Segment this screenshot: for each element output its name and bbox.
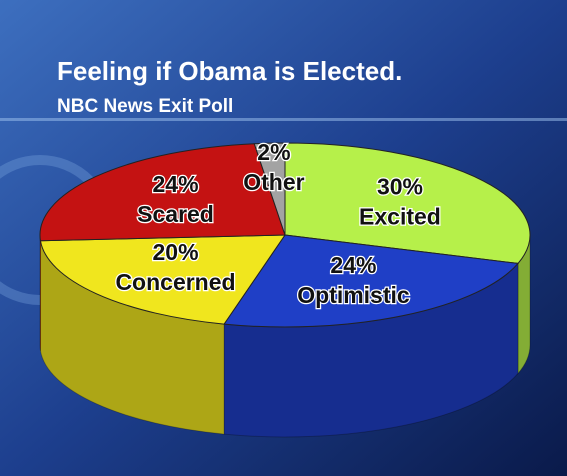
value-label: 2% [257, 139, 290, 165]
slice [39, 143, 286, 242]
value-label: 20% [152, 239, 198, 265]
chart-subtitle: NBC News Exit Poll [57, 96, 233, 117]
slice [223, 234, 520, 328]
slice [253, 142, 286, 236]
labels: 30% Excited 24% Optimistic 20% Concerned 24% Sc… [114, 138, 442, 309]
chart-title: Feeling if Obama is Elected. [57, 56, 402, 86]
pie [39, 142, 531, 438]
category-label: Scared [137, 201, 214, 227]
value-label: 24% [152, 171, 198, 197]
slice [284, 142, 531, 264]
category-label: Concerned [115, 269, 235, 295]
stripe [0, 118, 567, 121]
category-label: Other [243, 169, 304, 195]
category-label: Excited [359, 204, 441, 230]
category-label: Optimistic [297, 282, 410, 308]
value-label: 30% [377, 174, 423, 200]
slice [39, 234, 286, 325]
value-label: 24% [330, 252, 376, 278]
